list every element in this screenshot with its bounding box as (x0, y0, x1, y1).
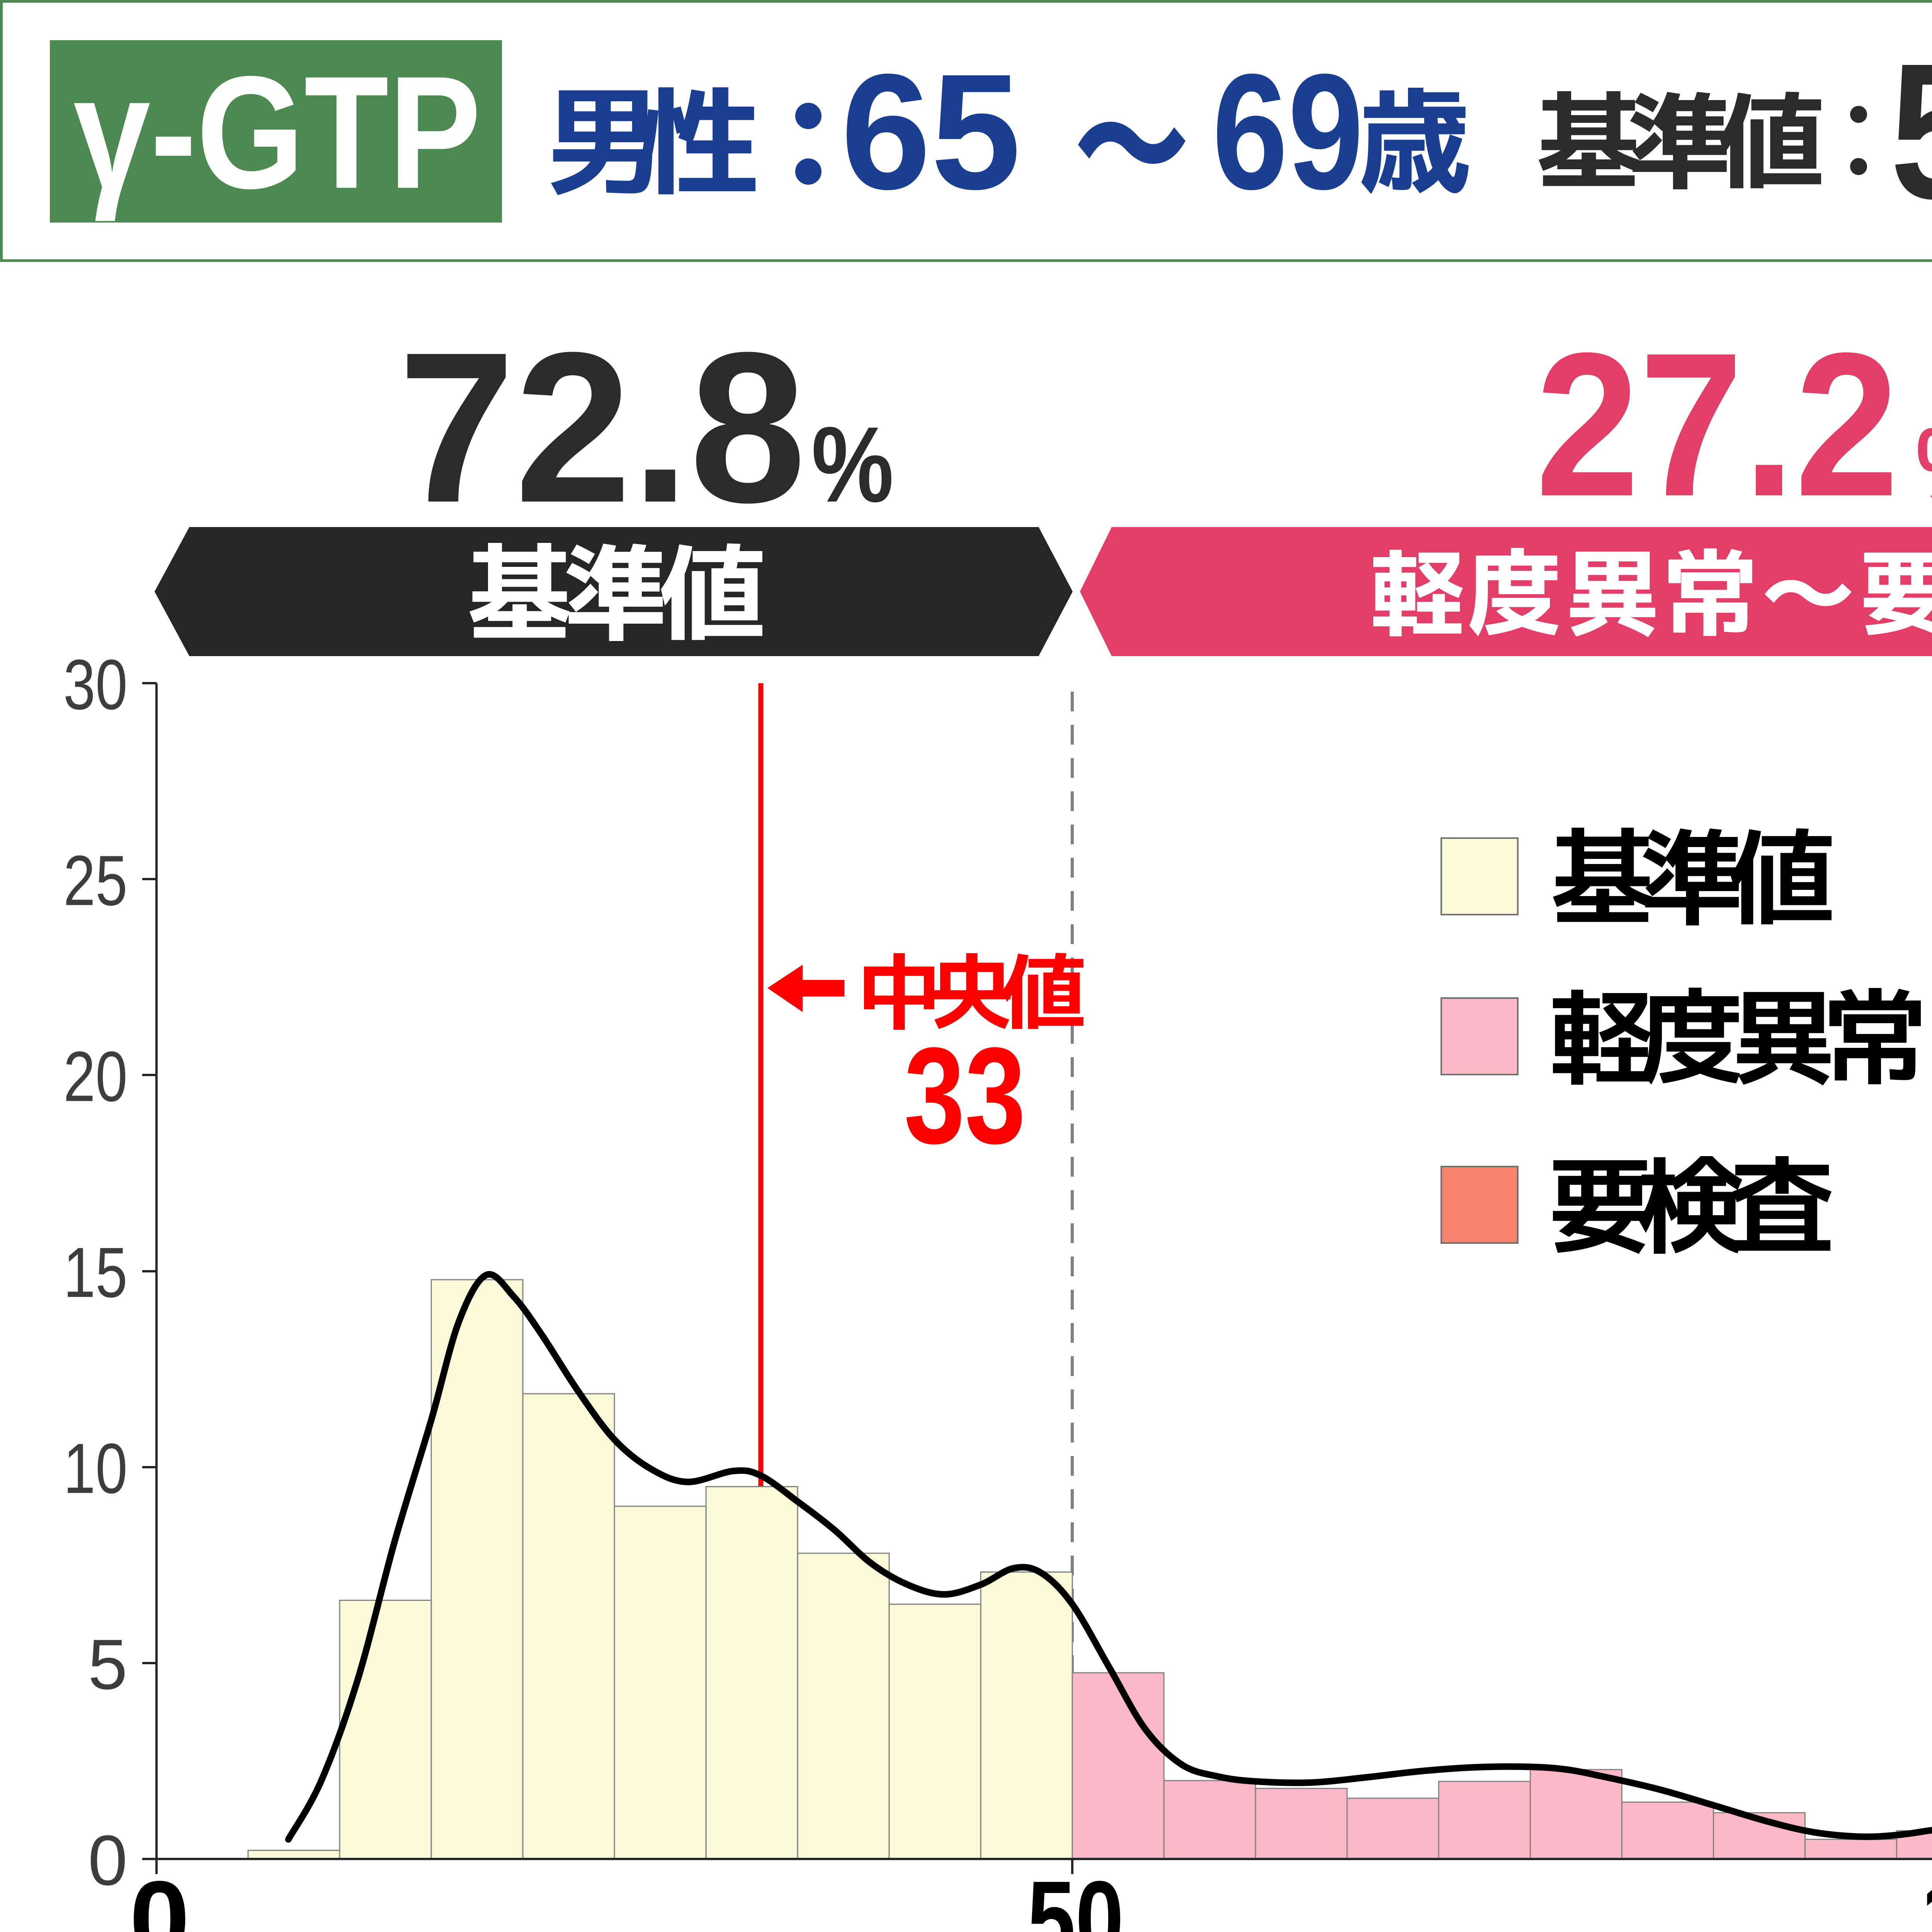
svg-text:5: 5 (88, 1624, 128, 1704)
svg-text:15: 15 (63, 1233, 128, 1312)
svg-text:27.2: 27.2 (1536, 310, 1899, 539)
svg-text:72.8: 72.8 (398, 308, 806, 547)
svg-text:65: 65 (841, 40, 1021, 224)
svg-text:10: 10 (63, 1429, 128, 1508)
svg-text:25: 25 (63, 840, 128, 920)
svg-text:20: 20 (63, 1036, 128, 1116)
svg-text:50: 50 (1027, 1859, 1124, 1932)
svg-text:γ-GTP: γ-GTP (73, 43, 481, 223)
svg-text:0: 0 (88, 1820, 128, 1900)
svg-text:50: 50 (1890, 23, 1932, 239)
svg-text:30: 30 (63, 645, 128, 724)
svg-text:%: % (1916, 407, 1932, 519)
svg-text:69: 69 (1212, 40, 1364, 224)
svg-text:33: 33 (904, 1019, 1026, 1172)
svg-text:0: 0 (129, 1859, 190, 1932)
svg-text:100: 100 (1922, 1859, 1932, 1932)
svg-text:%: % (811, 404, 894, 524)
